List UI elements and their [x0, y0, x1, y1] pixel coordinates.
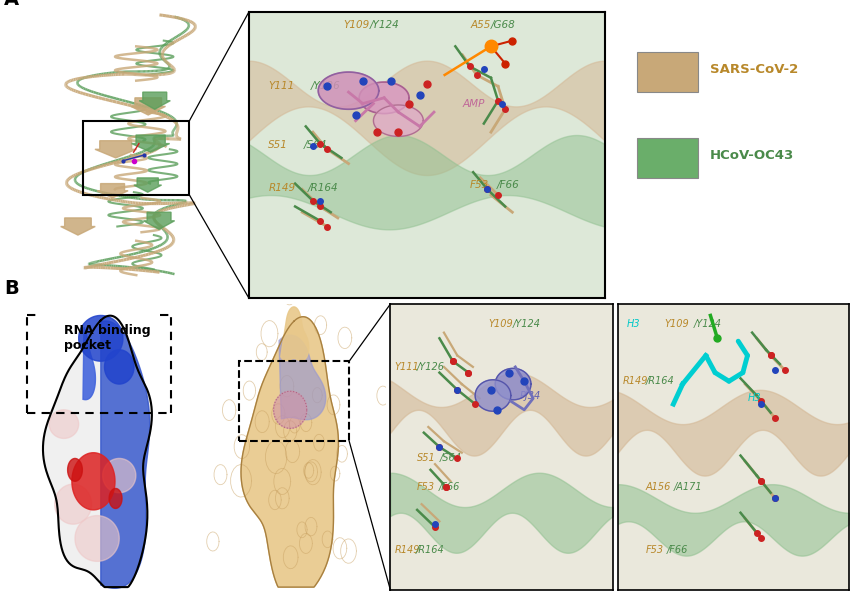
FancyArrow shape	[139, 92, 171, 110]
FancyBboxPatch shape	[637, 52, 698, 92]
Text: HCoV-OC43: HCoV-OC43	[710, 149, 794, 161]
Text: F53: F53	[645, 545, 664, 555]
Text: F53: F53	[417, 482, 435, 492]
Polygon shape	[83, 327, 95, 400]
Text: S51: S51	[269, 140, 288, 150]
Polygon shape	[109, 488, 122, 509]
Bar	[83, 120, 190, 195]
FancyArrow shape	[134, 178, 161, 192]
Text: /Y126: /Y126	[311, 81, 341, 92]
Text: /R164: /R164	[307, 183, 338, 193]
Text: A55: A55	[470, 20, 491, 30]
FancyArrow shape	[143, 212, 175, 229]
Text: Y109: Y109	[344, 20, 370, 30]
Text: /F66: /F66	[667, 545, 688, 555]
Text: R149: R149	[622, 376, 648, 386]
Polygon shape	[373, 105, 423, 137]
Polygon shape	[68, 459, 82, 481]
Text: H3: H3	[747, 393, 761, 403]
Text: Y111: Y111	[395, 362, 420, 372]
Text: /S64: /S64	[304, 140, 328, 150]
Text: R149: R149	[395, 545, 420, 555]
Polygon shape	[360, 82, 409, 114]
Text: H3: H3	[627, 319, 641, 329]
FancyArrow shape	[97, 184, 128, 198]
Text: Y109: Y109	[664, 319, 689, 329]
Text: Y109: Y109	[488, 319, 513, 329]
FancyBboxPatch shape	[637, 138, 698, 178]
FancyArrow shape	[95, 141, 136, 158]
Text: PJ34: PJ34	[520, 391, 541, 400]
Text: Y111: Y111	[269, 81, 294, 92]
Text: /A171: /A171	[674, 482, 702, 492]
Polygon shape	[281, 307, 309, 361]
Text: B: B	[4, 279, 19, 298]
Text: A: A	[4, 0, 20, 9]
Text: /Y124: /Y124	[370, 20, 400, 30]
Polygon shape	[241, 317, 338, 587]
Polygon shape	[75, 516, 119, 561]
Polygon shape	[55, 484, 92, 524]
Polygon shape	[475, 380, 511, 411]
Text: /R164: /R164	[645, 376, 674, 386]
Text: /S64: /S64	[439, 453, 462, 464]
Text: A156: A156	[645, 482, 671, 492]
Polygon shape	[279, 335, 326, 420]
Polygon shape	[103, 459, 136, 492]
Text: /Y124: /Y124	[694, 319, 722, 329]
Polygon shape	[101, 321, 149, 588]
Polygon shape	[318, 72, 378, 109]
Polygon shape	[274, 391, 307, 429]
Polygon shape	[79, 315, 123, 361]
Text: RNA binding
pocket: RNA binding pocket	[63, 324, 150, 352]
Text: S51: S51	[417, 453, 436, 464]
Text: /G68: /G68	[491, 20, 516, 30]
Polygon shape	[495, 368, 531, 400]
Text: F53: F53	[469, 180, 489, 190]
FancyArrow shape	[131, 98, 166, 115]
Text: /R164: /R164	[416, 545, 444, 555]
Text: /Y126: /Y126	[417, 362, 445, 372]
Text: /F66: /F66	[496, 180, 519, 190]
Text: R149: R149	[269, 183, 295, 193]
Text: /Y124: /Y124	[513, 319, 541, 329]
Polygon shape	[49, 410, 79, 438]
FancyArrow shape	[61, 218, 95, 235]
Bar	[239, 361, 349, 441]
Text: SARS-CoV-2: SARS-CoV-2	[710, 63, 798, 76]
FancyArrow shape	[131, 135, 170, 152]
Polygon shape	[72, 453, 115, 510]
Polygon shape	[43, 315, 152, 587]
Text: AMP: AMP	[462, 99, 485, 108]
Text: /F66: /F66	[438, 482, 460, 492]
Polygon shape	[105, 350, 134, 384]
